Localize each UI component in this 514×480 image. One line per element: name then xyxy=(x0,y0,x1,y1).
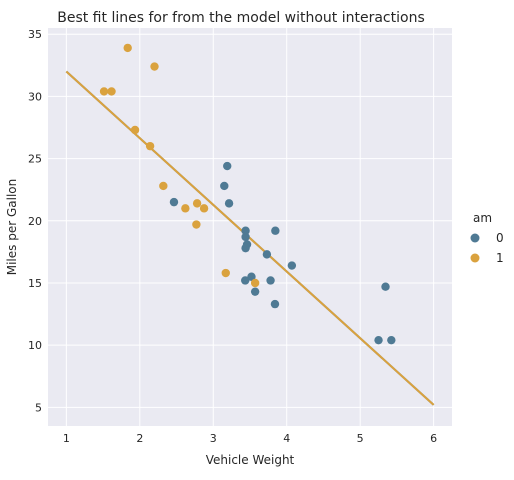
y-tick-label: 10 xyxy=(28,339,42,352)
y-tick-label: 35 xyxy=(28,28,42,41)
legend-label-1: 1 xyxy=(496,251,504,265)
legend-marker-0 xyxy=(470,233,480,243)
x-axis-label: Vehicle Weight xyxy=(206,453,295,467)
x-tick-label: 2 xyxy=(136,432,143,445)
point-am-0 xyxy=(224,199,234,208)
point-am-1 xyxy=(181,204,190,213)
x-tick-label: 6 xyxy=(430,432,437,445)
point-am-1 xyxy=(123,43,132,53)
legend: am 0 1 xyxy=(470,211,504,265)
x-tick-label: 3 xyxy=(210,432,217,445)
point-am-0 xyxy=(247,272,256,281)
point-am-0 xyxy=(270,299,280,309)
fit-line-am-1 xyxy=(65,70,435,406)
point-am-0 xyxy=(387,335,396,345)
point-am-1 xyxy=(221,268,230,278)
point-am-0 xyxy=(241,243,250,253)
point-am-0 xyxy=(262,250,272,259)
point-am-0 xyxy=(250,287,260,296)
point-am-0 xyxy=(169,197,179,207)
point-am-1 xyxy=(250,278,260,288)
legend-label-0: 0 xyxy=(496,231,504,245)
point-am-0 xyxy=(241,226,250,235)
y-tick-label: 15 xyxy=(28,277,42,290)
point-am-0 xyxy=(241,232,250,242)
point-am-0 xyxy=(287,261,297,270)
point-am-1 xyxy=(145,141,155,151)
point-am-0 xyxy=(241,276,250,285)
point-am-1 xyxy=(159,181,168,191)
points-layer xyxy=(99,43,396,345)
point-am-0 xyxy=(220,181,229,191)
point-am-1 xyxy=(192,199,202,208)
x-tick-label: 5 xyxy=(357,432,364,445)
y-tick-label: 20 xyxy=(28,215,42,228)
point-am-1 xyxy=(107,87,116,96)
point-am-1 xyxy=(199,204,209,213)
point-am-1 xyxy=(192,220,201,229)
chart-title: Best fit lines for from the model withou… xyxy=(57,10,425,26)
tick-layer: 1 2 3 4 5 6 5 10 15 20 25 30 35 xyxy=(28,28,437,445)
y-tick-label: 5 xyxy=(35,401,42,414)
y-axis-label: Miles per Gallon xyxy=(5,179,19,276)
point-am-0 xyxy=(271,226,280,235)
point-am-1 xyxy=(99,87,109,96)
point-am-0 xyxy=(381,282,390,291)
legend-title: am xyxy=(473,211,492,225)
y-tick-label: 25 xyxy=(28,153,42,166)
point-am-1 xyxy=(150,62,159,71)
x-tick-label: 1 xyxy=(63,432,70,445)
fit-lines-layer xyxy=(65,70,435,406)
y-tick-label: 30 xyxy=(28,90,42,103)
point-am-0 xyxy=(374,335,383,345)
x-tick-label: 4 xyxy=(283,432,290,445)
point-am-0 xyxy=(266,276,275,285)
point-am-1 xyxy=(130,125,140,135)
legend-marker-1 xyxy=(470,253,480,263)
point-am-0 xyxy=(223,161,232,171)
grid-layer xyxy=(48,28,452,426)
